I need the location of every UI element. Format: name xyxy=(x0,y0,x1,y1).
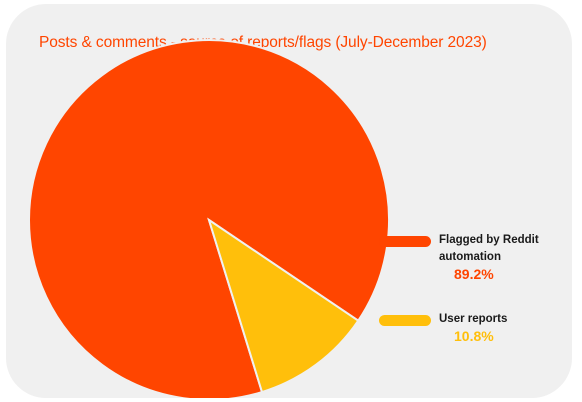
legend-swatch-flagged xyxy=(379,236,431,247)
legend-label-flagged: Flagged by Reddit automation xyxy=(439,234,539,263)
chart-title: Posts & comments - source of reports/fla… xyxy=(39,34,487,51)
pie-slice-user-reports xyxy=(207,217,360,394)
legend-swatch-user-reports xyxy=(379,315,431,326)
legend-value-flagged: 89.2% xyxy=(454,266,494,282)
pie-chart xyxy=(28,39,390,398)
chart-card: Posts & comments - source of reports/fla… xyxy=(6,4,572,398)
legend-label-user-reports: User reports xyxy=(439,313,508,325)
legend-value-user-reports: 10.8% xyxy=(454,328,494,344)
